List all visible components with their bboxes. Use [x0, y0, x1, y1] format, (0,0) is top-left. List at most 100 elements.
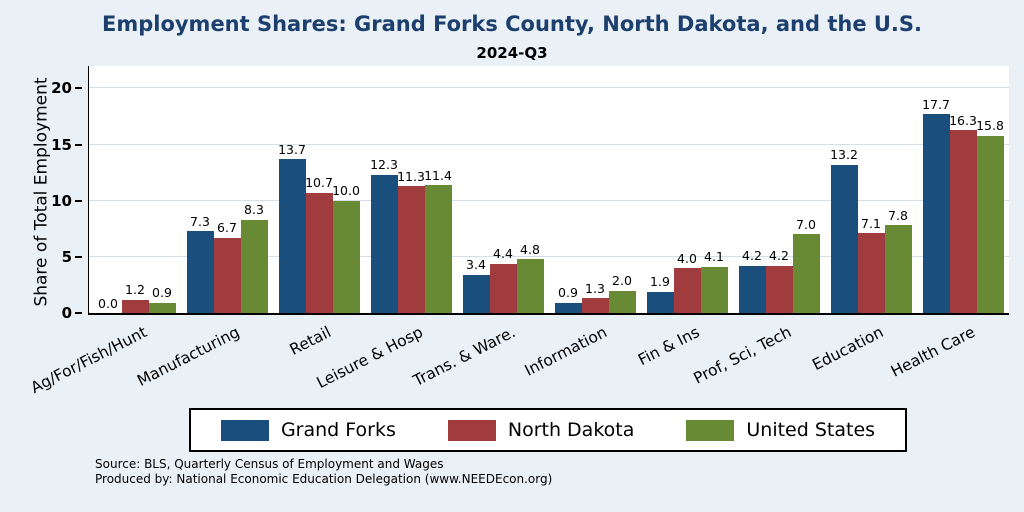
gridline: [89, 199, 1009, 201]
legend-row: Grand Forks North Dakota United States: [88, 408, 1008, 452]
bar-north-dakota: [857, 233, 885, 313]
y-tick-label: 0: [61, 304, 72, 322]
y-tick-label: 15: [51, 135, 72, 154]
y-tick-label: 5: [61, 247, 72, 266]
bar-value-label: 15.8: [976, 118, 1004, 134]
bar-value-label: 11.3: [397, 168, 425, 184]
bar-slot: 0.0: [95, 66, 122, 313]
y-tick-mark: [75, 199, 82, 202]
bar-slot: 16.3: [949, 66, 977, 313]
legend: Grand Forks North Dakota United States: [188, 408, 908, 452]
bar-value-label: 16.3: [949, 112, 977, 128]
bar-united-states: [884, 225, 912, 313]
bar-grand-forks: [830, 164, 858, 313]
bar-group: 13.2 7.1 7.8: [825, 66, 917, 313]
bar-slot: 11.3: [397, 66, 425, 313]
bar-grand-forks: [186, 231, 214, 313]
legend-swatch-united-states: [686, 419, 735, 441]
y-tick-mark: [75, 312, 82, 314]
bar-slot: 4.1: [700, 66, 728, 313]
bar-united-states: [424, 185, 452, 313]
bar-group: 12.3 11.3 11.4: [365, 66, 457, 313]
bar-value-label: 7.0: [796, 216, 816, 232]
bar-value-label: 4.2: [769, 248, 789, 264]
bar-group: 0.9 1.3 2.0: [549, 66, 641, 313]
x-tick-label: Ag/For/Fish/Hunt: [28, 323, 151, 398]
bar-slot: 4.4: [489, 66, 517, 313]
bar-groups: 0.0 1.2 0.9 7.3 6.7 8.3 13.7 10.7 10.0 12.3 11.3 11…: [89, 66, 1009, 313]
x-tick-label: Prof, Sci, Tech: [690, 323, 795, 388]
bar-united-states: [148, 302, 176, 313]
bar-slot: 0.9: [148, 66, 176, 313]
bar-grand-forks: [922, 114, 950, 313]
chart-title: Employment Shares: Grand Forks County, N…: [101, 12, 922, 36]
bar-value-label: 6.7: [217, 220, 237, 236]
producer-line: Produced by: National Economic Education…: [95, 472, 553, 486]
bar-slot: 0.9: [554, 66, 582, 313]
bar-united-states: [976, 135, 1004, 313]
chart-subtitle: 2024-Q3: [476, 44, 548, 62]
bar-value-label: 4.4: [493, 246, 513, 262]
bar-value-label: 11.4: [424, 167, 452, 183]
bar-slot: 7.3: [186, 66, 214, 313]
bar-value-label: 10.0: [332, 183, 360, 199]
bar-value-label: 7.1: [861, 215, 881, 231]
gridline: [89, 143, 1009, 145]
y-axis-ticks: 0 5 10 15 20: [46, 66, 82, 322]
bar-slot: 1.9: [646, 66, 674, 313]
bar-value-label: 7.3: [190, 213, 210, 229]
bar-value-label: 1.9: [650, 274, 670, 290]
bar-value-label: 13.2: [830, 147, 858, 163]
bar-value-label: 1.2: [125, 282, 145, 298]
bar-north-dakota: [765, 265, 793, 313]
bar-value-label: 3.4: [466, 257, 486, 273]
y-tick-mark: [75, 87, 82, 90]
bar-slot: 17.7: [922, 66, 950, 313]
bar-slot: 4.2: [765, 66, 793, 313]
bar-slot: 13.7: [278, 66, 306, 313]
bar-value-label: 0.9: [152, 285, 172, 301]
x-tick-label: Information: [522, 323, 611, 380]
bar-slot: 2.0: [608, 66, 636, 313]
bar-slot: 15.8: [976, 66, 1004, 313]
y-tick-label: 20: [51, 79, 72, 98]
bar-group: 1.9 4.0 4.1: [641, 66, 733, 313]
bar-north-dakota: [397, 186, 425, 313]
bar-united-states: [608, 290, 636, 313]
bar-united-states: [700, 266, 728, 313]
x-tick-label: Fin & Ins: [634, 323, 703, 370]
bar-value-label: 10.7: [305, 175, 333, 191]
bar-north-dakota: [213, 237, 241, 313]
bar-slot: 4.8: [516, 66, 544, 313]
bar-grand-forks: [278, 159, 306, 313]
bar-group: 3.4 4.4 4.8: [457, 66, 549, 313]
gridline: [89, 255, 1009, 257]
plot-area: 0.0 1.2 0.9 7.3 6.7 8.3 13.7 10.7 10.0 12.3 11.3 11…: [88, 66, 1009, 315]
source-line: Source: BLS, Quarterly Census of Employm…: [95, 457, 444, 471]
bar-slot: 12.3: [370, 66, 398, 313]
bar-value-label: 1.3: [585, 280, 605, 296]
x-axis-labels: Ag/For/Fish/Hunt Manufacturing Retail Leisu…: [28, 315, 1008, 407]
bar-slot: 6.7: [213, 66, 241, 313]
gridline: [89, 87, 1009, 89]
bar-north-dakota: [489, 263, 517, 313]
bar-united-states: [332, 200, 360, 313]
bar-slot: 1.3: [581, 66, 609, 313]
bar-north-dakota: [581, 298, 609, 313]
bar-value-label: 4.2: [742, 248, 762, 264]
bar-value-label: 13.7: [278, 141, 306, 157]
legend-entry-north-dakota: North Dakota: [447, 419, 634, 441]
bar-slot: 10.0: [332, 66, 360, 313]
legend-label-grand-forks: Grand Forks: [280, 419, 396, 441]
legend-entry-grand-forks: Grand Forks: [220, 419, 396, 441]
bar-slot: 11.4: [424, 66, 452, 313]
bar-value-label: 0.9: [558, 285, 578, 301]
bar-north-dakota: [673, 268, 701, 313]
bar-group: 4.2 4.2 7.0: [733, 66, 825, 313]
bar-slot: 3.4: [462, 66, 490, 313]
bar-slot: 4.0: [673, 66, 701, 313]
bar-grand-forks: [370, 174, 398, 313]
bar-value-label: 4.8: [520, 241, 540, 257]
bar-group: 13.7 10.7 10.0: [273, 66, 365, 313]
